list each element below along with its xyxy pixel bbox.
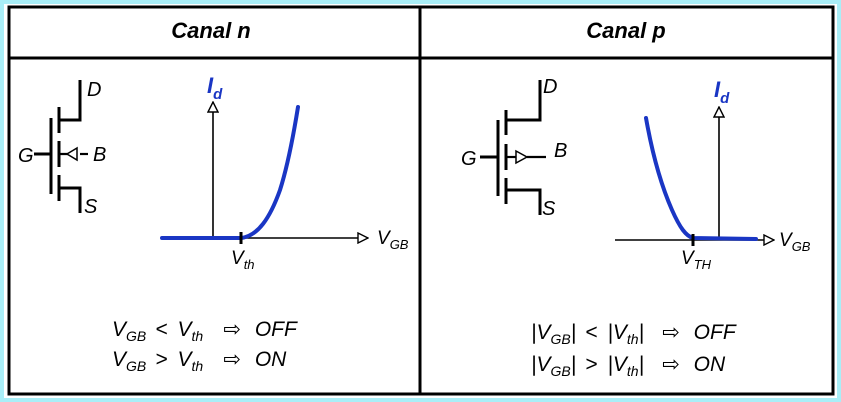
threshold-label-p: VTH (681, 248, 712, 272)
terminal-body-n: B (93, 144, 106, 166)
terminal-body-p: B (554, 140, 567, 162)
nmos-body-arrow (65, 146, 78, 162)
table-grid (7, 5, 835, 396)
id-curve-p (644, 116, 758, 241)
terminal-gate-n: G (18, 145, 34, 167)
header-canal-n: Canal n (171, 18, 250, 43)
terminal-source-p: S (542, 198, 556, 220)
header-canal-p: Canal p (586, 18, 665, 43)
x-axis-label-n: VGB (377, 228, 409, 252)
terminal-drain-n: D (87, 79, 101, 101)
panel-n-channel: D G B S Id VGB Vth VGB < Vth ⇨ OFF VGB > Vth ⇨ O… (18, 73, 409, 374)
y-axis-label-p: Id (714, 77, 730, 107)
pmos-body-arrow (515, 149, 529, 165)
id-curve-n (160, 105, 300, 240)
terminal-source-n: S (84, 196, 98, 218)
x-axis-label-p: VGB (779, 230, 811, 254)
terminal-gate-p: G (461, 148, 477, 170)
nmos-symbol (34, 80, 88, 213)
condition-off-n: VGB < Vth ⇨ OFF (112, 318, 298, 344)
condition-on-n: VGB > Vth ⇨ ON (112, 348, 287, 374)
y-axis-label-n: Id (207, 73, 223, 103)
panel-p-channel: D G B S Id VGB VTH |VGB| < |Vth| ⇨ OFF |VGB|… (461, 76, 811, 379)
pmos-symbol (480, 80, 546, 215)
terminal-drain-p: D (543, 76, 557, 98)
condition-off-p: |VGB| < |Vth| ⇨ OFF (531, 321, 737, 347)
condition-on-p: |VGB| > |Vth| ⇨ ON (531, 353, 726, 379)
threshold-label-n: Vth (231, 248, 255, 272)
